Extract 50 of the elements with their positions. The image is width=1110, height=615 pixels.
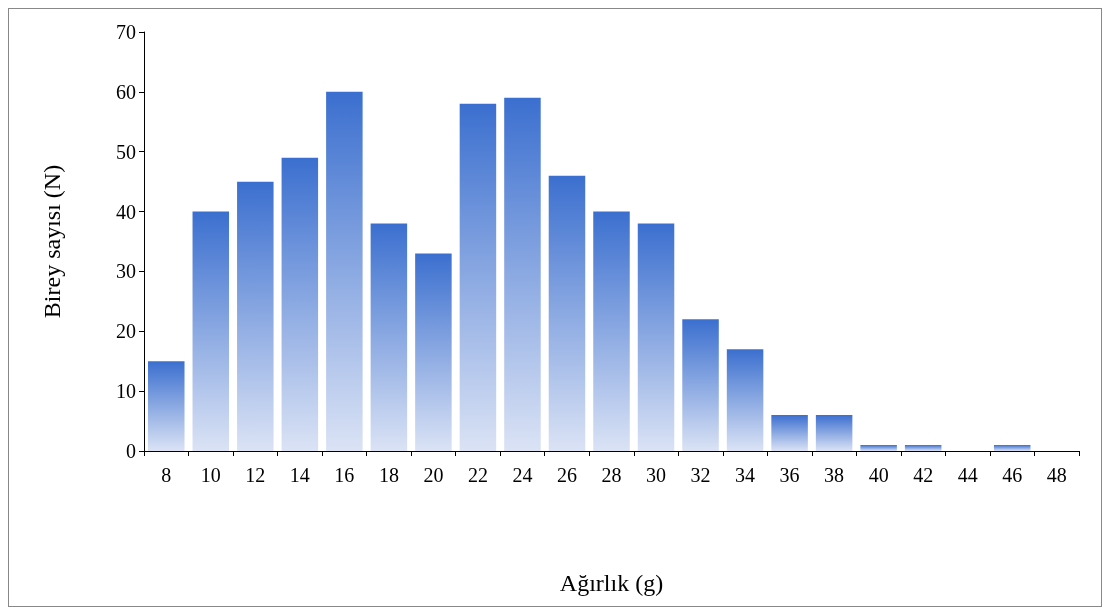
bar (326, 91, 363, 451)
bar (281, 157, 319, 451)
y-tick-label: 50 (116, 140, 136, 163)
bar (548, 175, 586, 451)
x-tick-label: 14 (289, 464, 310, 486)
bar (904, 445, 942, 451)
x-tick-label: 48 (1046, 464, 1067, 486)
bar (148, 361, 185, 451)
x-tick-label: 20 (423, 464, 444, 486)
x-tick-label: 22 (467, 464, 488, 486)
bar (370, 223, 408, 451)
y-tick-label: 70 (116, 21, 136, 43)
bar (726, 349, 764, 451)
bar (237, 181, 274, 451)
bar (593, 211, 630, 451)
x-tick-label: 8 (161, 464, 172, 486)
x-tick-label: 26 (556, 464, 577, 486)
bar (682, 319, 719, 451)
x-tick-label: 18 (378, 464, 399, 486)
y-tick-label: 30 (116, 260, 136, 283)
x-tick-label: 28 (601, 464, 622, 486)
x-tick-label: 16 (334, 464, 355, 486)
x-tick-label: 36 (779, 464, 800, 486)
x-tick-label: 38 (824, 464, 845, 486)
bar (860, 445, 897, 451)
bar (637, 223, 675, 451)
x-tick-label: 10 (200, 464, 221, 486)
x-tick-label: 34 (735, 464, 756, 486)
x-tick-label: 42 (913, 464, 934, 486)
y-tick-label: 10 (116, 380, 136, 403)
x-tick-label: 32 (690, 464, 711, 486)
x-tick-label: 24 (512, 464, 533, 486)
x-tick-label: 40 (868, 464, 889, 486)
x-axis-title: Ağırlık (g) (559, 570, 664, 596)
bar (415, 253, 452, 451)
x-tick-label: 12 (245, 464, 266, 486)
y-axis-title: Birey sayısı (N) (39, 164, 65, 319)
bar (504, 97, 541, 451)
x-tick-label: 46 (1002, 464, 1023, 486)
y-tick-label: 20 (116, 320, 136, 343)
y-tick-label: 0 (126, 440, 136, 462)
x-tick-label: 44 (957, 464, 978, 486)
bar (815, 415, 853, 451)
y-tick-label: 60 (116, 80, 136, 103)
y-tick-label: 40 (116, 200, 136, 223)
bar (459, 103, 497, 451)
bar (771, 415, 808, 451)
bar (192, 211, 230, 451)
x-tick-label: 30 (646, 464, 667, 486)
bar (993, 445, 1031, 451)
